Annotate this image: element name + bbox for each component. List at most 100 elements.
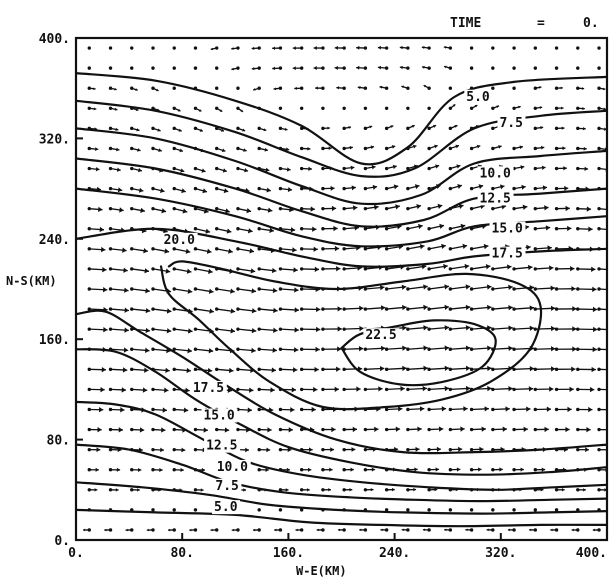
vector-arrowhead: [400, 46, 403, 49]
vector-arrowhead: [585, 447, 589, 452]
vector-dot: [406, 107, 409, 110]
vector-arrowhead: [315, 347, 319, 352]
vector-arrowhead: [168, 529, 170, 532]
vector-arrowhead: [423, 305, 427, 310]
vector-arrowhead: [478, 467, 481, 471]
vector-arrowhead: [528, 265, 532, 270]
vector-arrowhead: [286, 488, 289, 491]
vector-arrowhead: [295, 529, 297, 532]
vector-arrowhead: [415, 447, 419, 452]
vector-arrowhead: [586, 427, 590, 432]
vector-dot: [300, 107, 303, 110]
vector-arrowhead: [331, 427, 335, 432]
vector-dot: [512, 46, 515, 49]
vector-arrowhead: [188, 328, 193, 333]
vector-arrowhead: [335, 387, 339, 392]
vector-arrowhead: [378, 386, 382, 391]
vector-arrowhead: [140, 427, 144, 432]
vector-arrowhead: [570, 387, 574, 392]
vector-arrowhead: [487, 366, 491, 371]
vector-arrowhead: [327, 127, 329, 130]
vector-arrowhead: [96, 468, 99, 472]
vector-dot: [385, 107, 388, 110]
vector-arrowhead: [146, 308, 150, 313]
y-tick-label: 0.: [54, 534, 70, 549]
vector-arrowhead: [123, 367, 127, 372]
vector-arrowhead: [122, 248, 126, 253]
vector-arrowhead: [402, 529, 404, 532]
vector-arrowhead: [415, 184, 420, 189]
vector-arrowhead: [293, 367, 297, 372]
vector-arrowhead: [400, 386, 404, 391]
y-tick-label: 240.: [39, 233, 70, 248]
vector-arrowhead: [542, 468, 545, 472]
vector-arrowhead: [587, 206, 591, 211]
vector-dot: [470, 46, 473, 49]
vector-dot: [173, 508, 176, 511]
vector-arrowhead: [380, 285, 384, 290]
vector-arrowhead: [593, 327, 597, 332]
vector-dot: [215, 87, 218, 90]
vector-arrowhead: [139, 188, 143, 193]
vector-dot: [279, 107, 282, 110]
vector-arrowhead: [210, 529, 212, 532]
vector-arrowhead: [416, 204, 421, 209]
vector-arrowhead: [572, 529, 574, 532]
vector-arrowhead: [479, 184, 484, 189]
vector-dot: [534, 66, 537, 69]
axis-ticks: 0. 80. 160. 240. 320. 400. 0. 80. 160. 240. 320. 40…: [39, 32, 607, 561]
vector-arrowhead: [231, 308, 236, 313]
vector-arrowhead: [99, 407, 103, 412]
vector-arrowhead: [588, 407, 592, 412]
vector-arrowhead: [228, 249, 233, 254]
y-axis-title: N-S(KM): [6, 274, 57, 288]
vector-arrowhead: [270, 387, 274, 392]
vector-arrowhead: [336, 266, 340, 271]
vector-arrowhead: [293, 66, 296, 70]
vector-arrowhead: [378, 46, 381, 50]
vector-arrowhead: [462, 244, 467, 249]
vector-arrowhead: [465, 529, 467, 532]
vector-arrowhead: [332, 206, 336, 211]
vector-dot: [130, 66, 133, 69]
vector-arrowhead: [438, 204, 443, 209]
vector-arrowhead: [499, 467, 502, 471]
vector-dot: [88, 66, 91, 69]
vector-arrowhead: [273, 348, 277, 353]
vector-arrowhead: [224, 188, 229, 193]
vector-arrowhead: [245, 448, 249, 453]
vector-arrowhead: [378, 66, 381, 70]
vector-arrowhead: [126, 529, 128, 532]
contour-label: 22.5: [365, 328, 396, 343]
vector-arrowhead: [572, 346, 576, 351]
vector-arrowhead: [437, 447, 441, 452]
contour-label: 7.5: [499, 116, 522, 131]
vector-arrowhead: [423, 528, 425, 531]
vector-arrowhead: [460, 426, 464, 431]
vector-arrowhead: [549, 265, 553, 270]
vector-arrowhead: [335, 46, 338, 50]
vector-arrowhead: [338, 326, 342, 331]
vector-dot: [257, 508, 260, 511]
vector-arrowhead: [503, 427, 507, 432]
vector-arrowhead: [273, 308, 277, 313]
vector-arrowhead: [287, 167, 291, 171]
contour-label: 12.5: [480, 191, 511, 206]
vector-arrowhead: [566, 206, 570, 211]
vector-arrowhead: [338, 529, 340, 532]
vector-dot: [512, 87, 515, 90]
vector-arrowhead: [445, 386, 449, 391]
vector-arrowhead: [592, 367, 596, 372]
vector-arrowhead: [423, 386, 427, 391]
vector-arrowhead: [584, 167, 588, 171]
vector-arrowhead: [507, 264, 512, 269]
vector-arrowhead: [272, 46, 275, 50]
vector-arrowhead: [232, 529, 234, 532]
vector-arrowhead: [295, 327, 299, 332]
vector-arrowhead: [201, 488, 204, 491]
y-tick-label: 80.: [47, 434, 70, 449]
vector-arrowhead: [356, 386, 360, 391]
contour-line: [76, 73, 607, 164]
vector-arrowhead: [402, 285, 406, 290]
vector-arrowhead: [267, 427, 271, 432]
